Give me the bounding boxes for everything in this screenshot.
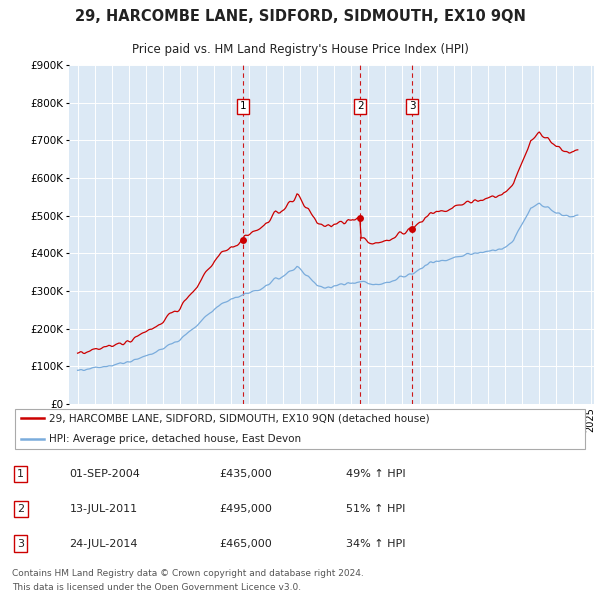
Text: 3: 3 (409, 101, 415, 112)
Text: £435,000: £435,000 (220, 469, 272, 479)
Text: 34% ↑ HPI: 34% ↑ HPI (346, 539, 406, 549)
Text: 29, HARCOMBE LANE, SIDFORD, SIDMOUTH, EX10 9QN (detached house): 29, HARCOMBE LANE, SIDFORD, SIDMOUTH, EX… (49, 413, 430, 423)
Text: 2: 2 (357, 101, 364, 112)
Text: HPI: Average price, detached house, East Devon: HPI: Average price, detached house, East… (49, 434, 302, 444)
Text: This data is licensed under the Open Government Licence v3.0.: This data is licensed under the Open Gov… (12, 584, 301, 590)
Text: 01-SEP-2004: 01-SEP-2004 (70, 469, 140, 479)
Text: 1: 1 (239, 101, 246, 112)
Text: 2: 2 (17, 504, 24, 514)
Text: 3: 3 (17, 539, 24, 549)
Text: £495,000: £495,000 (220, 504, 272, 514)
Text: 24-JUL-2014: 24-JUL-2014 (70, 539, 138, 549)
Text: Contains HM Land Registry data © Crown copyright and database right 2024.: Contains HM Land Registry data © Crown c… (12, 569, 364, 578)
FancyBboxPatch shape (15, 409, 585, 449)
Text: £465,000: £465,000 (220, 539, 272, 549)
Text: 13-JUL-2011: 13-JUL-2011 (70, 504, 138, 514)
Text: Price paid vs. HM Land Registry's House Price Index (HPI): Price paid vs. HM Land Registry's House … (131, 44, 469, 57)
Text: 1: 1 (17, 469, 24, 479)
Text: 29, HARCOMBE LANE, SIDFORD, SIDMOUTH, EX10 9QN: 29, HARCOMBE LANE, SIDFORD, SIDMOUTH, EX… (74, 9, 526, 24)
Text: 49% ↑ HPI: 49% ↑ HPI (346, 469, 406, 479)
Text: 51% ↑ HPI: 51% ↑ HPI (346, 504, 406, 514)
